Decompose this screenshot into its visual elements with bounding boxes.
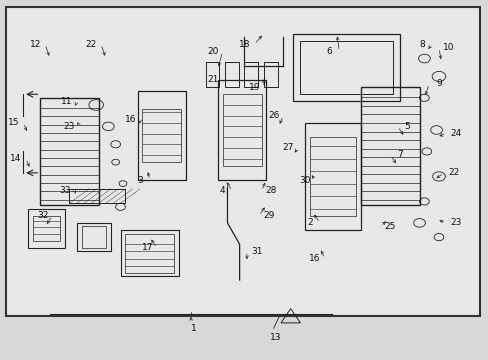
Text: 2: 2 [306, 219, 312, 228]
Text: 15: 15 [8, 118, 19, 127]
Text: 23: 23 [63, 122, 75, 131]
Bar [77, 223, 111, 251]
Text: 24: 24 [449, 129, 461, 138]
Bar [205, 62, 219, 87]
Text: 3: 3 [137, 176, 142, 185]
Bar [81, 226, 106, 248]
Bar [361, 87, 419, 205]
Text: 4: 4 [220, 186, 225, 195]
Text: 23: 23 [449, 219, 461, 228]
Text: 6: 6 [326, 47, 332, 56]
Text: 16: 16 [124, 115, 136, 124]
Bar [142, 109, 181, 162]
Text: 14: 14 [10, 154, 21, 163]
Text: 22: 22 [447, 168, 458, 177]
Bar [309, 137, 356, 216]
Text: 19: 19 [248, 83, 260, 92]
Text: 20: 20 [207, 47, 218, 56]
Text: 29: 29 [263, 211, 274, 220]
Bar [222, 94, 261, 166]
Text: 1: 1 [190, 324, 196, 333]
Text: 11: 11 [61, 97, 73, 106]
Text: 32: 32 [37, 211, 48, 220]
Bar [305, 123, 361, 230]
FancyBboxPatch shape [6, 7, 479, 316]
Text: 33: 33 [59, 186, 70, 195]
Text: 25: 25 [384, 222, 395, 231]
Text: 7: 7 [396, 150, 402, 159]
Bar [264, 62, 277, 87]
Text: 16: 16 [308, 254, 320, 263]
Bar [300, 41, 392, 94]
Bar [69, 189, 125, 203]
Text: 13: 13 [270, 333, 281, 342]
Bar [120, 230, 179, 276]
Text: 18: 18 [238, 40, 250, 49]
Text: 9: 9 [435, 79, 441, 88]
Text: 22: 22 [85, 40, 97, 49]
Bar [125, 234, 174, 273]
Text: 8: 8 [418, 40, 424, 49]
Text: 28: 28 [265, 186, 276, 195]
Text: 27: 27 [282, 143, 293, 152]
Text: 5: 5 [404, 122, 409, 131]
Bar [137, 91, 186, 180]
Text: 31: 31 [250, 247, 262, 256]
Text: 12: 12 [30, 40, 41, 49]
Bar [40, 98, 99, 205]
Bar [224, 62, 238, 87]
Text: 17: 17 [141, 243, 153, 252]
Bar [28, 208, 64, 248]
Text: 30: 30 [299, 176, 310, 185]
Bar [292, 33, 399, 102]
Text: 21: 21 [207, 76, 218, 85]
Bar [217, 80, 266, 180]
Text: 26: 26 [267, 111, 279, 120]
Bar [33, 216, 60, 241]
Text: 10: 10 [442, 43, 453, 52]
Bar [244, 62, 258, 87]
